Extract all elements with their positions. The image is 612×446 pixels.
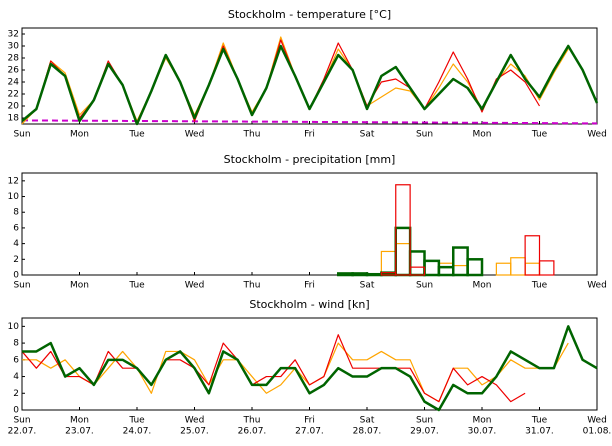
x-tick-label: Mon <box>70 281 89 291</box>
bar <box>409 266 426 276</box>
x-tick-label: Fri <box>304 416 315 426</box>
x-tick-date: 24.07. <box>123 427 152 437</box>
y-tick-label: 8 <box>13 339 19 349</box>
y-tick-label: 26 <box>8 66 20 76</box>
x-tick-label: Wed <box>587 130 607 140</box>
chart-title: Stockholm - precipitation [mm] <box>224 153 396 166</box>
y-tick-label: 32 <box>8 30 19 40</box>
x-tick-label: Wed <box>185 130 205 140</box>
x-tick-label: Wed <box>587 416 607 426</box>
x-tick-label: Sun <box>416 416 433 426</box>
x-tick-date: 30.07. <box>468 427 497 437</box>
x-tick-date: 22.07. <box>8 427 37 437</box>
bar <box>538 260 555 276</box>
y-tick-label: 2 <box>13 255 19 265</box>
x-tick-label: Sat <box>360 281 375 291</box>
x-tick-date: 28.07. <box>353 427 382 437</box>
bar <box>337 272 354 277</box>
x-tick-label: Wed <box>185 281 205 291</box>
x-tick-label: Sat <box>360 416 375 426</box>
x-tick-label: Sun <box>13 130 30 140</box>
plot-frame <box>21 317 598 411</box>
bar <box>466 258 484 277</box>
x-tick-label: Mon <box>70 416 89 426</box>
x-tick-label: Tue <box>128 416 145 426</box>
x-tick-label: Sun <box>416 281 433 291</box>
y-tick-label: 6 <box>13 223 19 233</box>
x-tick-label: Thu <box>243 416 261 426</box>
x-tick-label: Sat <box>360 130 375 140</box>
x-tick-label: Wed <box>185 416 205 426</box>
x-tick-date: 23.07. <box>65 427 94 437</box>
y-tick-label: 4 <box>13 239 19 249</box>
bar <box>395 184 411 276</box>
x-tick-label: Tue <box>531 416 548 426</box>
line <box>22 325 598 412</box>
x-tick-label: Thu <box>243 281 261 291</box>
y-tick-label: 0 <box>13 271 19 281</box>
x-tick-label: Tue <box>531 281 548 291</box>
x-tick-label: Sun <box>13 281 30 291</box>
chart-title: Stockholm - wind [kn] <box>249 298 369 311</box>
y-tick-label: 20 <box>8 102 20 112</box>
y-tick-label: 12 <box>8 176 19 186</box>
x-tick-label: Tue <box>128 281 145 291</box>
x-tick-label: Mon <box>473 281 492 291</box>
y-tick-label: 18 <box>8 114 20 124</box>
y-tick-label: 22 <box>8 90 19 100</box>
y-tick-label: 0 <box>13 406 19 416</box>
x-tick-label: Tue <box>531 130 548 140</box>
x-tick-date: 01.08. <box>583 427 612 437</box>
x-tick-label: Tue <box>128 130 145 140</box>
y-tick-label: 6 <box>13 355 19 365</box>
y-tick-label: 30 <box>8 42 20 52</box>
x-tick-label: Wed <box>587 281 607 291</box>
x-tick-date: 31.07. <box>525 427 554 437</box>
x-tick-label: Fri <box>304 130 315 140</box>
x-tick-label: Sun <box>13 416 30 426</box>
x-tick-label: Mon <box>473 416 492 426</box>
x-tick-date: 29.07. <box>410 427 439 437</box>
bar <box>365 272 383 277</box>
chart-title: Stockholm - temperature [°C] <box>228 8 391 21</box>
x-tick-date: 27.07. <box>295 427 324 437</box>
plot-frame <box>21 172 598 276</box>
x-tick-label: Fri <box>304 281 315 291</box>
y-tick-label: 24 <box>8 78 20 88</box>
y-tick-label: 8 <box>13 208 19 218</box>
x-tick-label: Sun <box>416 130 433 140</box>
y-tick-label: 10 <box>8 322 20 332</box>
line <box>21 119 598 125</box>
bar <box>524 235 541 276</box>
y-tick-label: 2 <box>13 389 19 399</box>
y-tick-label: 10 <box>8 192 20 202</box>
line <box>21 44 599 126</box>
x-tick-date: 26.07. <box>238 427 267 437</box>
y-tick-label: 28 <box>8 54 20 64</box>
x-tick-label: Mon <box>473 130 492 140</box>
x-tick-label: Mon <box>70 130 89 140</box>
y-tick-label: 4 <box>13 372 19 382</box>
x-tick-label: Thu <box>243 130 261 140</box>
line <box>21 39 541 125</box>
x-tick-date: 25.07. <box>180 427 209 437</box>
bar <box>351 272 369 277</box>
